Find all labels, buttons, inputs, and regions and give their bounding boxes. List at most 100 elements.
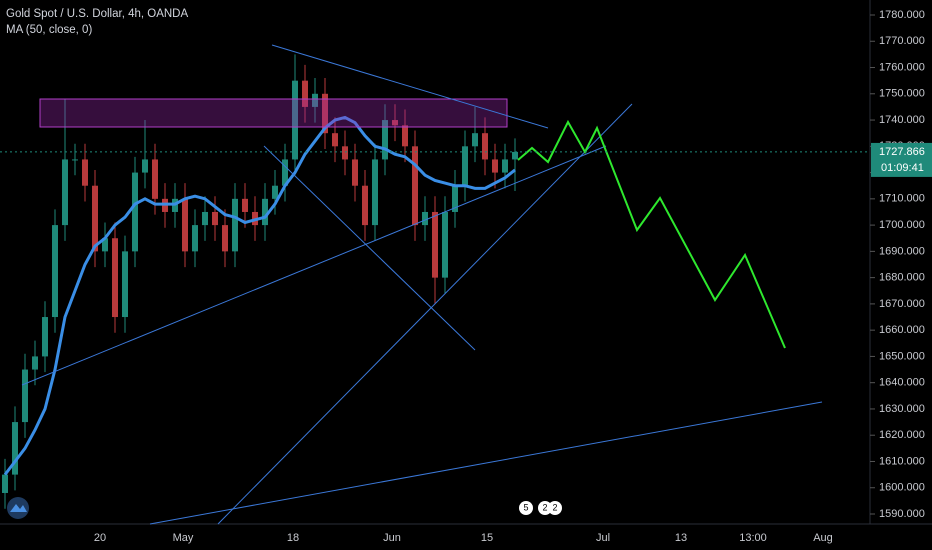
candle-body bbox=[472, 133, 478, 147]
candle-body bbox=[182, 198, 188, 252]
candle-body bbox=[302, 80, 308, 107]
candle-body bbox=[432, 211, 438, 278]
indicator-label: MA (50, close, 0) bbox=[6, 24, 92, 36]
candle-body bbox=[192, 225, 198, 252]
candle-body bbox=[242, 198, 248, 212]
candle-body bbox=[482, 133, 488, 160]
candle-body bbox=[212, 211, 218, 226]
trend-line bbox=[21, 145, 607, 386]
candle-body bbox=[42, 317, 48, 357]
candle-body bbox=[352, 159, 358, 186]
candle-body bbox=[2, 474, 8, 493]
candle-body bbox=[422, 211, 428, 226]
countdown: 01:09:41 bbox=[881, 162, 924, 174]
x-tick-label: Aug bbox=[813, 532, 833, 544]
candle-body bbox=[322, 93, 328, 134]
badge-text: 5 bbox=[523, 502, 528, 512]
candle-body bbox=[362, 185, 368, 226]
y-tick-label: 1670.000 bbox=[879, 298, 925, 310]
candle-body bbox=[462, 146, 468, 186]
candle-body bbox=[12, 422, 18, 475]
x-tick-label: 15 bbox=[481, 532, 493, 544]
x-tick-label: 20 bbox=[94, 532, 106, 544]
candle-body bbox=[112, 238, 118, 318]
y-tick-label: 1650.000 bbox=[879, 350, 925, 362]
candle-body bbox=[62, 159, 68, 226]
candle-body bbox=[22, 369, 28, 423]
badge bbox=[548, 501, 562, 515]
event-badges: 5 2 2 bbox=[519, 501, 562, 515]
y-tick-label: 1700.000 bbox=[879, 219, 925, 231]
candle-body bbox=[222, 225, 228, 252]
candle-body bbox=[82, 159, 88, 186]
y-tick-label: 1660.000 bbox=[879, 324, 925, 336]
plot bbox=[2, 54, 518, 509]
y-tick-label: 1620.000 bbox=[879, 429, 925, 441]
candle-body bbox=[262, 198, 268, 226]
x-tick-label: May bbox=[173, 532, 194, 544]
candle-body bbox=[372, 159, 378, 226]
candle-body bbox=[502, 159, 508, 173]
y-tick-label: 1630.000 bbox=[879, 403, 925, 415]
candle-body bbox=[272, 185, 278, 199]
trend-line bbox=[149, 401, 823, 525]
candle-body bbox=[492, 159, 498, 173]
candle-body bbox=[292, 80, 298, 160]
chart-title: Gold Spot / U.S. Dollar, 4h, OANDA bbox=[6, 8, 188, 20]
candle-body bbox=[312, 93, 318, 107]
y-tick-label: 1760.000 bbox=[879, 61, 925, 73]
candle-body bbox=[52, 225, 58, 318]
candle-body bbox=[202, 211, 208, 226]
y-tick-label: 1780.000 bbox=[879, 9, 925, 21]
badge-text: 2 bbox=[542, 502, 547, 512]
candle-body bbox=[132, 172, 138, 252]
x-tick-label: Jul bbox=[596, 532, 610, 544]
projection-path bbox=[517, 119, 786, 349]
x-tick-label: Jun bbox=[383, 532, 401, 544]
drawings bbox=[7, 44, 823, 525]
candle-body bbox=[92, 185, 98, 252]
candle-body bbox=[442, 211, 448, 278]
y-tick-label: 1770.000 bbox=[879, 35, 925, 47]
y-tick-label: 1680.000 bbox=[879, 272, 925, 284]
candle-body bbox=[32, 356, 38, 370]
badge-text: 2 bbox=[552, 502, 557, 512]
trend-line bbox=[271, 44, 549, 129]
logo-mark bbox=[10, 504, 27, 512]
price-label-box bbox=[871, 142, 932, 177]
candle-body bbox=[452, 185, 458, 212]
trend-line bbox=[217, 103, 633, 525]
candle-body bbox=[392, 120, 398, 126]
candle-body bbox=[412, 146, 418, 226]
x-tick-label: 18 bbox=[287, 532, 299, 544]
badge bbox=[519, 501, 533, 515]
badge bbox=[538, 501, 552, 515]
resistance-zone bbox=[39, 98, 508, 128]
y-tick-label: 1610.000 bbox=[879, 455, 925, 467]
y-tick-label: 1740.000 bbox=[879, 114, 925, 126]
candle-body bbox=[282, 159, 288, 186]
trend-line bbox=[263, 145, 476, 351]
candle-body bbox=[512, 151, 518, 160]
y-tick-label: 1690.000 bbox=[879, 245, 925, 257]
candle-body bbox=[122, 251, 128, 318]
candle-body bbox=[342, 146, 348, 160]
ma-line bbox=[3, 115, 516, 476]
candle-body bbox=[72, 159, 78, 161]
last-price-label: 1727.866 bbox=[879, 146, 925, 158]
y-tick-label: 1750.000 bbox=[879, 88, 925, 100]
candle-body bbox=[382, 120, 388, 160]
y-tick-label: 1590.000 bbox=[879, 508, 925, 520]
y-tick-label: 1600.000 bbox=[879, 482, 925, 494]
candle-body bbox=[402, 125, 408, 147]
candle-body bbox=[232, 198, 238, 252]
candle-body bbox=[142, 159, 148, 173]
candle-body bbox=[332, 133, 338, 147]
candle-body bbox=[152, 159, 158, 199]
y-tick-label: 1640.000 bbox=[879, 377, 925, 389]
x-tick-label: 13:00 bbox=[739, 532, 767, 544]
x-tick-label: 13 bbox=[675, 532, 687, 544]
y-tick-label: 1710.000 bbox=[879, 193, 925, 205]
candle-body bbox=[102, 238, 108, 252]
